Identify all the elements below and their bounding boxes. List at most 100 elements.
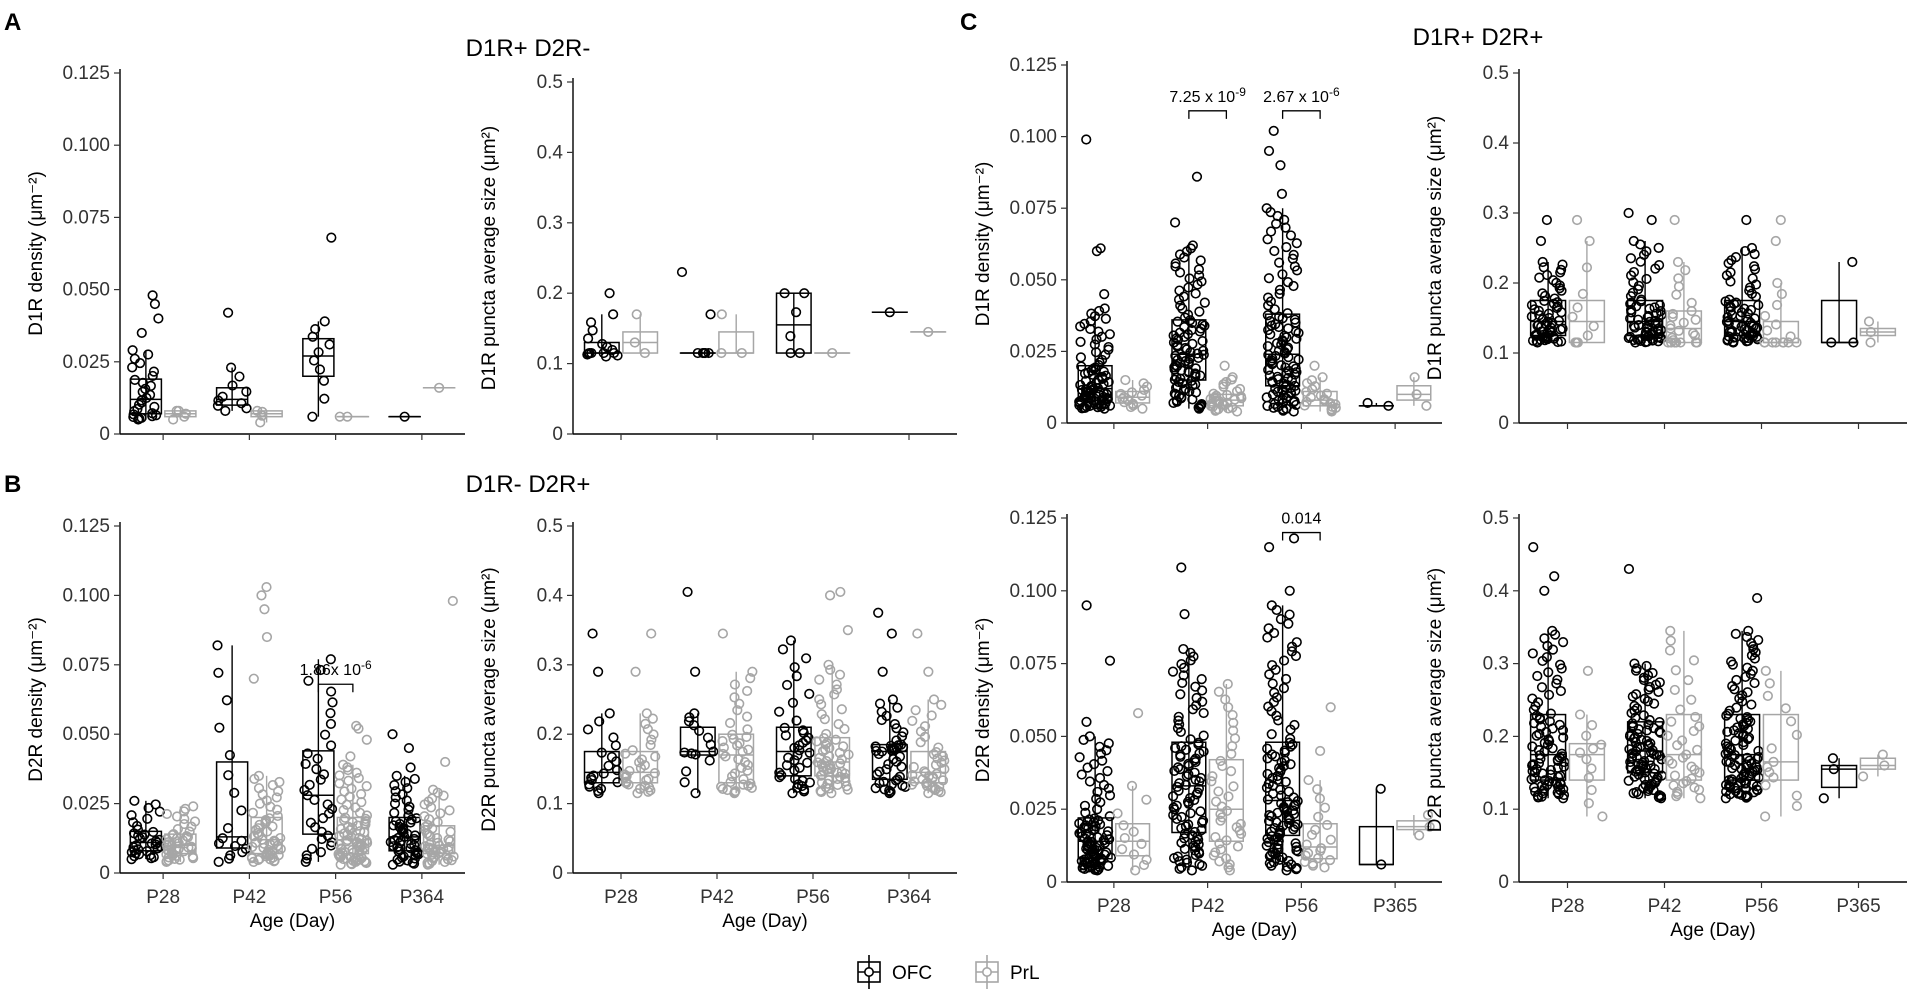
data-point — [1666, 716, 1677, 727]
data-point — [1626, 297, 1637, 308]
data-point — [708, 746, 719, 757]
data-point — [1747, 665, 1758, 676]
data-point — [1175, 300, 1186, 311]
data-point — [889, 719, 900, 730]
data-point — [129, 795, 140, 806]
y-tick-label: 0 — [552, 424, 563, 445]
data-point — [1549, 571, 1560, 582]
box-iqr — [622, 750, 659, 784]
data-point — [448, 851, 459, 862]
data-point — [821, 728, 832, 740]
data-point — [1759, 337, 1770, 348]
data-point — [1176, 562, 1187, 573]
data-point — [1215, 844, 1226, 855]
data-point — [1740, 671, 1751, 683]
p-value-label: 0.014 — [1281, 511, 1321, 528]
data-point — [325, 686, 337, 697]
box-iqr — [1529, 713, 1567, 781]
data-point — [789, 765, 800, 776]
data-point — [1749, 313, 1760, 324]
data-point — [1220, 694, 1231, 705]
data-point — [1291, 845, 1302, 856]
data-point — [137, 832, 148, 843]
data-point — [645, 739, 656, 751]
box-iqr — [1396, 820, 1432, 831]
data-point — [142, 813, 153, 824]
data-point — [147, 370, 158, 382]
legend-label-prl: PrL — [1010, 963, 1040, 984]
data-point — [229, 840, 241, 852]
data-point — [797, 725, 809, 736]
data-point — [1555, 659, 1566, 670]
data-point — [1174, 778, 1185, 789]
data-point — [596, 747, 607, 758]
box-prl-p42 — [1205, 360, 1247, 417]
data-point — [153, 313, 164, 324]
significance-annotation: 2.67 x 10-6 — [1263, 85, 1340, 119]
data-point — [147, 408, 158, 419]
data-point — [420, 821, 431, 833]
data-point — [1744, 282, 1756, 293]
y-tick-label: 0.1 — [1483, 343, 1509, 364]
data-point — [1128, 826, 1139, 837]
data-point — [234, 371, 245, 382]
data-point — [1234, 383, 1246, 395]
data-point — [1628, 266, 1640, 278]
y-tick-label: 0.025 — [62, 352, 110, 373]
data-point — [1223, 791, 1234, 802]
data-point — [630, 666, 641, 677]
data-point — [308, 355, 320, 366]
data-point — [639, 760, 650, 771]
data-point — [220, 405, 231, 416]
data-point — [1263, 623, 1274, 634]
data-point — [1235, 818, 1246, 830]
data-point — [236, 835, 247, 846]
data-point — [801, 653, 812, 664]
data-point — [1421, 400, 1432, 411]
box-ofc-p364 — [870, 607, 911, 799]
data-point — [325, 718, 337, 730]
data-point — [1213, 686, 1225, 697]
box-prl-p28 — [1568, 665, 1608, 822]
data-point — [1265, 226, 1277, 237]
data-point — [1096, 354, 1108, 366]
data-point — [1085, 323, 1096, 335]
data-point — [745, 673, 756, 684]
data-point — [641, 775, 652, 786]
data-point — [359, 842, 370, 853]
data-point — [705, 309, 716, 320]
x-tick-label: P42 — [1191, 896, 1225, 917]
data-point — [391, 770, 402, 781]
data-point — [1277, 269, 1288, 280]
data-point — [681, 766, 692, 777]
data-point — [1321, 388, 1333, 399]
data-point — [1289, 314, 1301, 325]
data-point — [1735, 713, 1746, 724]
data-point — [301, 850, 312, 861]
data-point — [338, 759, 349, 770]
data-point — [1262, 341, 1273, 352]
data-point — [1199, 297, 1210, 308]
data-point — [305, 817, 317, 828]
significance-bracket — [1281, 531, 1321, 541]
data-point — [1596, 739, 1607, 750]
data-point — [147, 290, 158, 301]
data-point — [593, 666, 604, 677]
data-point — [1324, 854, 1336, 866]
data-point — [1136, 390, 1147, 401]
data-point — [172, 823, 183, 835]
data-point — [1688, 655, 1700, 666]
data-point — [1288, 361, 1299, 372]
data-point — [1668, 780, 1679, 791]
data-point — [1300, 850, 1311, 861]
data-point — [650, 751, 661, 762]
data-point — [1641, 246, 1652, 257]
data-point — [1288, 533, 1300, 544]
data-point — [1262, 794, 1274, 805]
data-point — [1732, 722, 1743, 733]
data-point — [1312, 784, 1323, 795]
data-point — [1261, 203, 1272, 214]
data-point — [1170, 258, 1181, 269]
data-point — [1099, 289, 1110, 300]
data-point — [1771, 299, 1783, 311]
